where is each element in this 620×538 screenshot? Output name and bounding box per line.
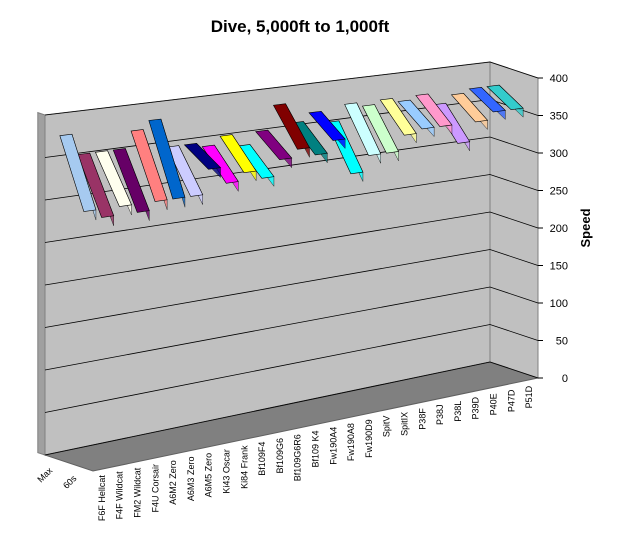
ribbon [486, 84, 524, 110]
grid-line [44, 324, 539, 413]
series-label: P38F [417, 408, 427, 430]
series-label: P39D [471, 397, 481, 420]
series-label: SpitIX [400, 412, 410, 436]
y-tick-label: 300 [550, 148, 568, 160]
depth-label: Max [35, 465, 54, 484]
series-label: Bf109G6R6 [293, 434, 303, 481]
series-label: A6M3 Zero [186, 457, 196, 502]
y-tick-label: 250 [550, 186, 568, 198]
series-label: P47D [506, 389, 516, 412]
ribbon [112, 148, 150, 213]
series-label: F4U Corsair [150, 464, 160, 513]
ribbon [255, 129, 293, 161]
series-label: P38J [435, 404, 445, 425]
y-tick-label: 200 [550, 223, 568, 235]
series-label: Bf109F4 [257, 442, 267, 476]
series-label: P40E [489, 393, 499, 415]
left-wall [37, 111, 46, 456]
series-label: A6M5 Zero [204, 453, 214, 498]
depth-label: 60s [61, 473, 79, 491]
ribbon [450, 93, 489, 123]
ribbon [397, 99, 435, 130]
ribbon [166, 145, 204, 197]
ribbon [344, 102, 382, 156]
series-label: P38L [453, 401, 463, 422]
y-tick-label: 50 [556, 336, 568, 348]
series-label: Fw190A4 [328, 427, 338, 465]
y-tick-label: 150 [550, 261, 568, 273]
y-axis-title: Speed [578, 208, 593, 247]
series-label: A6M2 Zero [168, 460, 178, 505]
ribbon [130, 129, 168, 202]
y-tick-label: 400 [550, 73, 568, 85]
series-label: FM2 Wildcat [133, 467, 143, 518]
series-label: SpitV [382, 416, 392, 438]
series-label: F4F Wildcat [115, 471, 125, 520]
ribbon [183, 142, 222, 170]
ribbon [59, 133, 97, 212]
chart-title: Dive, 5,000ft to 1,000ft [211, 17, 390, 36]
series-label: Fw190D9 [364, 419, 374, 458]
grid-line [44, 361, 539, 456]
ribbon [219, 134, 257, 173]
series-label: F6F Hellcat [97, 475, 107, 522]
ribbon [272, 103, 311, 150]
grid-line [44, 61, 539, 116]
series-label: Bf109 K4 [311, 431, 321, 468]
ribbon [361, 104, 400, 154]
series-label: Ki43 Oscar [222, 449, 232, 494]
series-label: Bf109G6 [275, 438, 285, 474]
grid-line [44, 249, 539, 328]
ribbon [379, 98, 417, 136]
series-label: Ki84 Frank [239, 445, 249, 489]
series-label: P51D [524, 385, 534, 408]
ribbon [415, 93, 453, 127]
grid-line [44, 286, 539, 371]
y-tick-label: 100 [550, 298, 568, 310]
grid-line [44, 174, 539, 243]
ribbon [148, 118, 186, 200]
series-label: Fw190A8 [346, 423, 356, 461]
ribbon [77, 152, 115, 218]
y-tick-label: 350 [550, 111, 568, 123]
y-tick-label: 0 [562, 373, 568, 385]
ribbon [308, 110, 346, 141]
grid-line [44, 211, 539, 286]
ribbon [468, 87, 507, 113]
ribbon [95, 150, 132, 207]
